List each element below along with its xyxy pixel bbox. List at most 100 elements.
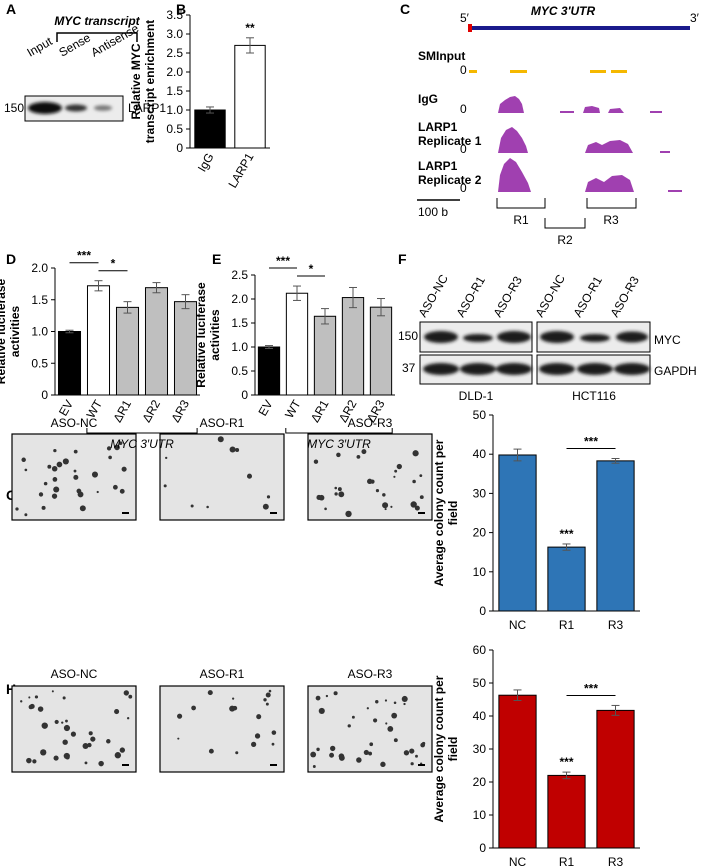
end-label: 3′ — [690, 11, 700, 25]
bar — [234, 44, 266, 149]
cell-line: DLD-1 — [459, 389, 494, 403]
colony — [390, 505, 393, 508]
region-brackets — [496, 198, 637, 229]
colony — [177, 737, 180, 740]
colony-image — [11, 685, 137, 773]
clip-peaks — [498, 96, 682, 192]
colony — [15, 507, 19, 511]
x-tick-label: ΔR2 — [139, 397, 163, 425]
panel-f: ASO-NC ASO-R1 ASO-R3 ASO-NC ASO-R1 ASO-R… — [398, 272, 697, 403]
bar — [257, 346, 281, 396]
colony — [246, 473, 253, 479]
colony — [393, 475, 396, 478]
y-axis-label: field — [446, 501, 460, 526]
panel-label: H — [6, 681, 16, 697]
colony — [163, 484, 167, 488]
region-label: R1 — [513, 213, 529, 227]
colony — [53, 755, 59, 761]
y-tick-label: 3.0 — [166, 27, 183, 41]
bar — [86, 285, 111, 396]
colony — [82, 743, 89, 750]
colony — [363, 749, 369, 756]
colony — [77, 491, 84, 498]
track-label: Replicate 2 — [418, 173, 482, 187]
colony — [393, 738, 398, 743]
colony — [356, 454, 361, 459]
colony — [232, 705, 238, 711]
colony — [24, 513, 28, 517]
colony — [338, 755, 345, 761]
colony — [412, 450, 419, 457]
colony — [65, 719, 68, 723]
colony — [373, 718, 378, 723]
colony — [54, 719, 59, 725]
y-tick-label: 30 — [473, 486, 487, 500]
end-label: 5′ — [460, 11, 470, 25]
colony — [119, 747, 126, 753]
colony — [396, 463, 402, 470]
colony — [41, 505, 46, 510]
bar — [144, 287, 169, 396]
y-tick-label: 60 — [473, 643, 487, 657]
colony — [114, 444, 120, 451]
scale-label: 100 b — [418, 205, 448, 219]
colony — [265, 702, 269, 706]
colony — [333, 691, 338, 696]
colony — [401, 695, 408, 702]
colony — [62, 739, 68, 745]
colony — [91, 471, 98, 478]
colony — [112, 484, 118, 490]
colony — [330, 745, 336, 752]
significance: * — [111, 257, 116, 271]
lane-label: ASO-NC — [415, 272, 451, 320]
marker: 150 — [4, 101, 24, 115]
y-tick-label: 3.5 — [166, 8, 183, 22]
panel-c: MYC 3′UTR 5′ 3′ SMInput IgG LARP1 Replic… — [417, 4, 700, 247]
colony — [337, 487, 342, 492]
y-tick-label: 1.0 — [166, 103, 183, 117]
bar — [341, 297, 365, 396]
colony — [191, 705, 196, 711]
bar — [285, 292, 309, 396]
y-tick-label: 50 — [473, 408, 487, 422]
colony — [382, 493, 386, 497]
colony — [263, 698, 267, 702]
colony — [190, 504, 194, 508]
bar — [57, 331, 82, 396]
colony — [384, 508, 387, 511]
panel-label: C — [400, 1, 410, 17]
panel-g-images: ASO-NC ASO-R1 ASO-R3 — [51, 416, 393, 430]
y-tick-label: 0 — [479, 841, 486, 855]
bar — [369, 306, 393, 396]
x-tick-label: EV — [255, 398, 275, 419]
colony — [53, 486, 60, 493]
colony — [73, 474, 79, 480]
colony — [375, 489, 380, 493]
image-label: ASO-R3 — [348, 667, 393, 681]
bar — [194, 109, 226, 149]
colony — [312, 765, 316, 768]
x-tick-label: EV — [56, 398, 76, 419]
colony — [84, 761, 88, 765]
colony — [51, 690, 54, 693]
colony — [256, 714, 262, 720]
protein-label: MYC — [654, 333, 681, 347]
colony — [414, 505, 420, 511]
colony — [73, 469, 77, 473]
track-label: LARP1 — [418, 120, 458, 134]
image-label: ASO-NC — [51, 416, 98, 430]
track-label: Replicate 1 — [418, 134, 482, 148]
colony — [334, 492, 338, 496]
colony — [108, 455, 112, 460]
colony — [21, 457, 26, 463]
colony — [96, 490, 99, 494]
lane-label: Input — [25, 34, 56, 60]
colony — [318, 707, 325, 714]
y-tick-label: 0 — [479, 604, 486, 618]
group-bracket — [285, 428, 393, 434]
image-label: ASO-R1 — [200, 416, 245, 430]
y-axis-label: activities — [208, 309, 222, 361]
colony — [384, 699, 388, 702]
sminput-peaks — [469, 70, 627, 73]
